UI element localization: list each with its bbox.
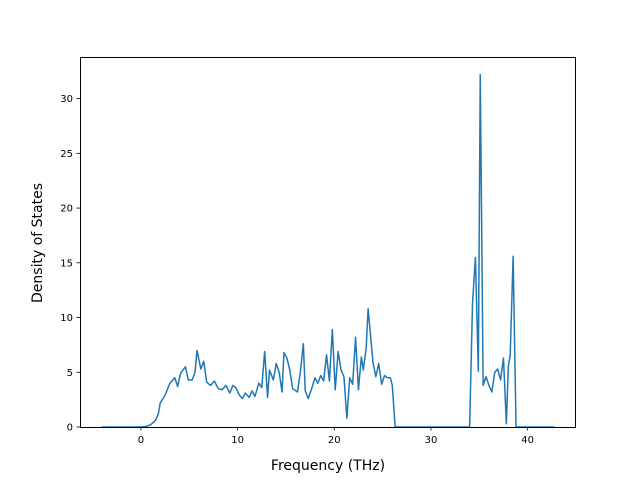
y-axis-label: Density of States [30, 183, 46, 303]
y-tick-label: 5 [67, 368, 73, 379]
x-axis-label: Frequency (THz) [271, 458, 385, 474]
y-tick-label: 20 [60, 204, 73, 215]
plot-frame [80, 57, 576, 428]
y-tick-label: 30 [60, 94, 73, 105]
x-tick-label: 10 [231, 435, 244, 446]
x-tick-label: 0 [138, 435, 144, 446]
x-tick-label: 40 [521, 435, 534, 446]
x-tick-label: 30 [425, 435, 438, 446]
dos-series-line-0 [101, 73, 555, 428]
y-tick-label: 0 [67, 423, 73, 434]
y-tick-label: 25 [60, 149, 73, 160]
plot-layer [101, 73, 555, 428]
y-tick-label: 15 [60, 258, 73, 269]
x-tick-label: 20 [328, 435, 341, 446]
y-tick-label: 10 [60, 313, 73, 324]
tick-layer: 0 10 20 30 40 0 5 10 15 20 25 30 [60, 94, 534, 446]
